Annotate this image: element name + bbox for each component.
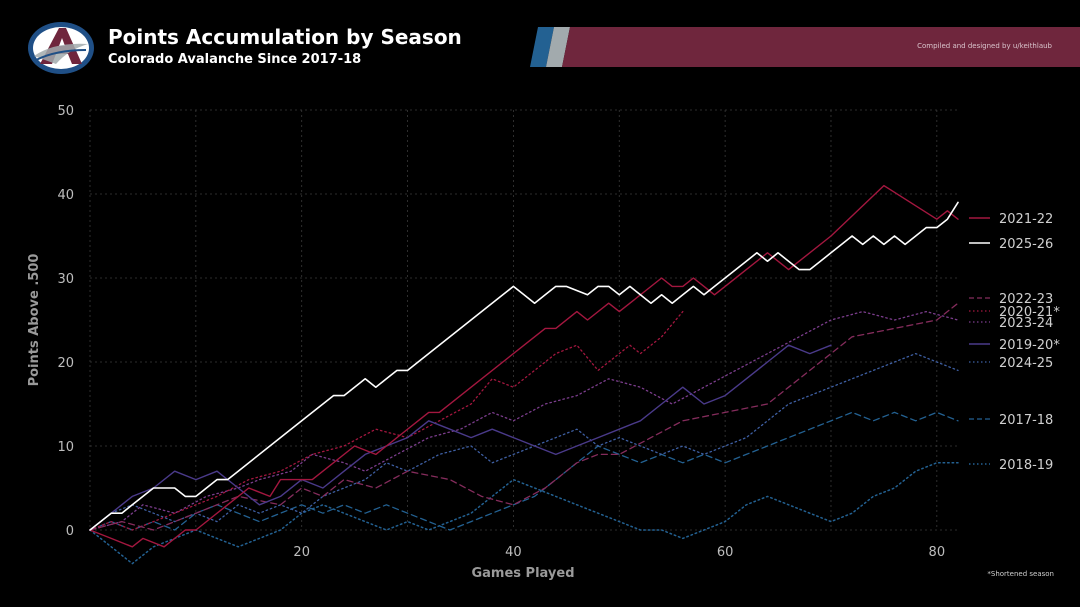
legend-label: 2021-22 — [999, 212, 1053, 227]
legend-label: 2023-24 — [999, 316, 1053, 331]
axis-ticks: 0 10 20 30 40 50 20 40 60 80 — [57, 104, 945, 560]
y-tick-label: 50 — [57, 104, 74, 119]
x-tick-label: 20 — [293, 545, 310, 560]
legend-label: 2020-21* — [999, 305, 1060, 320]
series-line-2021-22 — [89, 184, 959, 548]
x-tick-label: 60 — [717, 545, 734, 560]
series-line-2020-21 — [89, 310, 684, 531]
y-axis-label: Points Above .500 — [27, 254, 42, 387]
x-tick-label: 40 — [505, 545, 522, 560]
legend-label: 2024-25 — [999, 356, 1053, 371]
legend-label: 2019-20* — [999, 338, 1060, 353]
y-tick-label: 20 — [57, 356, 74, 371]
chart-subtitle: Colorado Avalanche Since 2017-18 — [108, 52, 362, 67]
series-line-2024-25 — [89, 352, 959, 531]
legend-label: 2018-19 — [999, 458, 1053, 473]
x-tick-label: 80 — [929, 545, 946, 560]
legend-label: 2017-18 — [999, 413, 1053, 428]
legend-label: 2025-26 — [999, 237, 1053, 252]
y-tick-label: 0 — [66, 524, 74, 539]
y-tick-label: 30 — [57, 272, 74, 287]
chart-series-lines — [89, 184, 959, 565]
banner-burgundy-bar — [562, 27, 1080, 67]
y-tick-label: 40 — [57, 188, 74, 203]
header-banner — [530, 27, 1080, 67]
series-line-2018-19 — [89, 462, 959, 565]
chart-title: Points Accumulation by Season — [108, 25, 462, 49]
y-tick-label: 10 — [57, 440, 74, 455]
series-line-2025-26 — [89, 201, 959, 531]
series-line-2022-23 — [89, 302, 959, 531]
legend-label: 2022-23 — [999, 292, 1053, 307]
credit-text: Compiled and designed by u/keithlaub — [917, 42, 1052, 50]
series-line-2017-18 — [89, 411, 959, 531]
footnote: *Shortened season — [987, 570, 1054, 578]
x-axis-label: Games Played — [471, 566, 574, 581]
chart-grid — [89, 109, 958, 531]
series-line-2019-20 — [89, 344, 832, 531]
avalanche-logo-icon — [28, 22, 94, 74]
series-line-2023-24 — [89, 310, 959, 531]
